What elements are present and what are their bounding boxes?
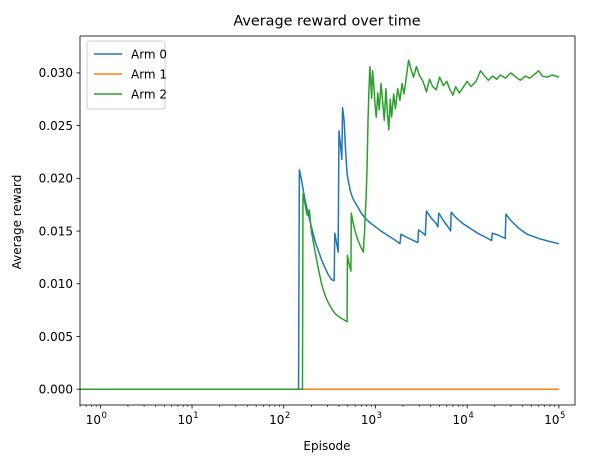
plot-content <box>80 59 560 390</box>
x-tick-label: 105 <box>544 411 565 427</box>
x-tick-label: 101 <box>177 411 198 427</box>
legend-label-arm-1: Arm 1 <box>131 68 167 82</box>
y-tick-label: 0.015 <box>39 224 73 238</box>
y-tick-label: 0.010 <box>39 277 73 291</box>
x-tick-label: 104 <box>453 411 474 427</box>
series-line-arm-0 <box>80 106 560 390</box>
x-axis-ticks: 100 101 102 103 104 105 <box>79 405 565 427</box>
chart-title: Average reward over time <box>233 14 420 30</box>
y-tick-label: 0.025 <box>39 119 73 133</box>
y-tick-label: 0.005 <box>39 330 73 344</box>
y-tick-label: 0.000 <box>39 382 73 396</box>
x-tick-label: 102 <box>269 411 290 427</box>
y-tick-label: 0.020 <box>39 172 73 186</box>
y-axis-ticks: 0.000 0.005 0.010 0.015 0.020 0.025 0.030 <box>39 66 80 396</box>
legend: Arm 0 Arm 1 Arm 2 <box>86 40 167 110</box>
legend-label-arm-0: Arm 0 <box>131 48 167 62</box>
series-line-arm-2 <box>80 59 560 390</box>
x-tick-label: 100 <box>86 411 107 427</box>
y-tick-label: 0.030 <box>39 66 73 80</box>
legend-label-arm-2: Arm 2 <box>131 88 167 102</box>
x-axis-label: Episode <box>303 439 350 453</box>
legend-box <box>86 40 166 110</box>
y-axis-label: Average reward <box>10 175 24 270</box>
x-tick-label: 103 <box>361 411 382 427</box>
